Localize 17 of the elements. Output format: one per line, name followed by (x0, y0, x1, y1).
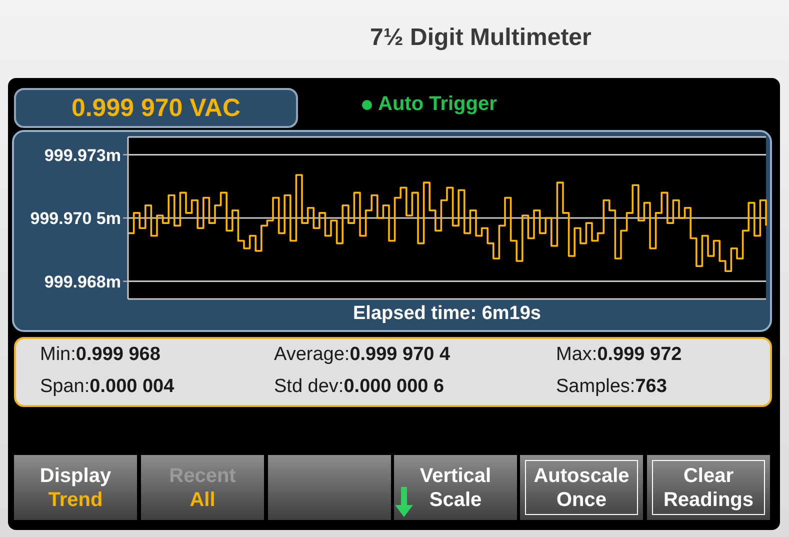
text: Std dev:0.000 000 6 (274, 376, 444, 397)
x-axis-title: Elapsed time: 6m19s (353, 303, 541, 324)
y-tick-label: 999.973m (44, 146, 121, 165)
y-tick-label: 999.968m (44, 272, 121, 292)
text: Min:0.999 968 (40, 344, 160, 365)
text: Vertical Scale (420, 464, 492, 510)
text: Display Trend (40, 464, 112, 510)
text: Autoscale Once (534, 464, 630, 510)
text: Average:0.999 970 4 (274, 344, 450, 365)
text: Clear Readings (663, 464, 754, 510)
text: Auto Trigger (378, 93, 497, 115)
text: Span:0.000 004 (40, 376, 174, 397)
chart-title: 7½ Digit Multimeter (370, 24, 592, 51)
chart-subtitle: 0.999 970 VAC (71, 94, 241, 122)
text: Max:0.999 972 (556, 344, 682, 365)
text: Samples:763 (556, 376, 667, 397)
y-tick-label: 999.970 5m (30, 209, 121, 228)
